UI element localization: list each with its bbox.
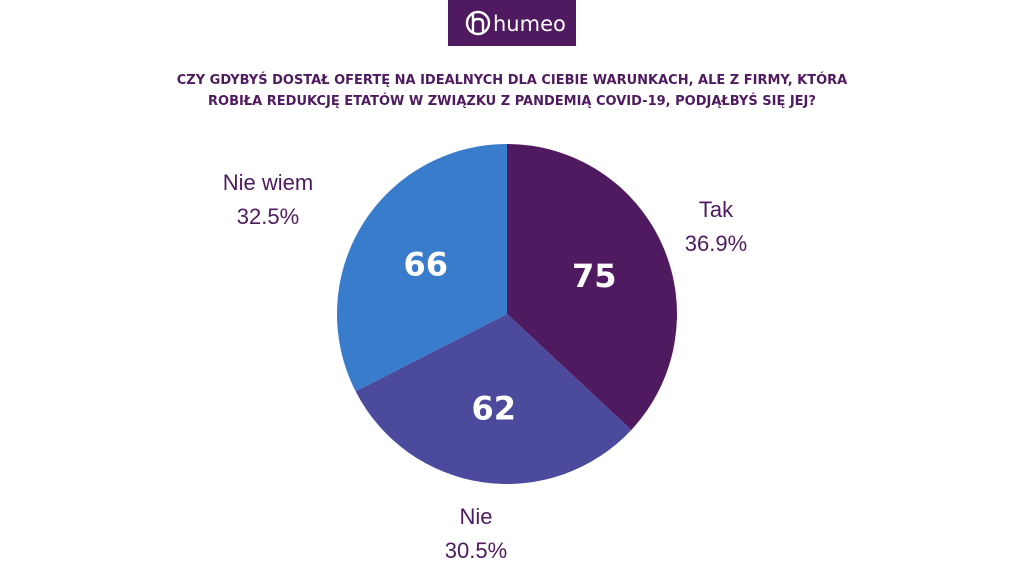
slice-value-label: 75 xyxy=(572,257,617,295)
slice-percent-label: 36.9% xyxy=(685,231,747,256)
slice-value-label: 66 xyxy=(404,245,449,283)
humeo-logo-icon xyxy=(465,10,491,36)
pie-slice-tak xyxy=(507,144,678,430)
slice-percent-label: 32.5% xyxy=(237,204,299,229)
slice-category-label: Nie xyxy=(459,504,492,529)
slice-percent-label: 30.5% xyxy=(445,538,507,563)
slice-category-label: Tak xyxy=(699,197,734,222)
pie-slice-nie-wiem xyxy=(336,144,507,392)
logo-text: humeo xyxy=(493,12,566,36)
slice-value-label: 62 xyxy=(472,389,517,427)
slice-category-label: Nie wiem xyxy=(223,170,313,195)
title-line-1: CZY GDYBYŚ DOSTAŁ OFERTĘ NA IDEALNYCH DL… xyxy=(176,73,848,88)
brand-logo: humeo xyxy=(448,0,576,46)
pie-slice-nie xyxy=(355,314,632,485)
title-line-2: ROBIŁA REDUKCJĘ ETATÓW W ZWIĄZKU Z PANDE… xyxy=(208,94,816,109)
chart-title: CZY GDYBYŚ DOSTAŁ OFERTĘ NA IDEALNYCH DL… xyxy=(112,70,912,112)
